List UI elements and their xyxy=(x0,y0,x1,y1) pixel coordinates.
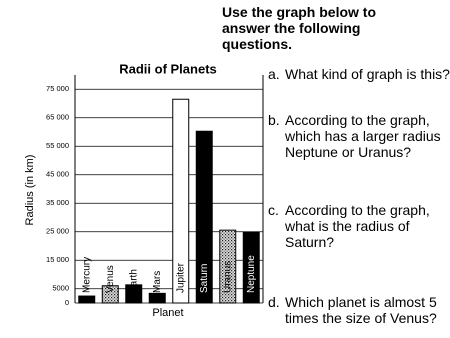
x-tick-label: Jupiter xyxy=(175,262,186,293)
y-tick-label: 15 000 xyxy=(46,255,69,264)
bar xyxy=(125,284,143,304)
x-tick-label: Neptune xyxy=(246,255,257,293)
bar xyxy=(148,292,166,304)
question-text: According to the graph, which has a larg… xyxy=(285,112,441,160)
x-axis-label: Planet xyxy=(152,307,183,319)
chart-title: Radii of Planets xyxy=(119,61,217,76)
y-tick-label: 5000 xyxy=(52,284,69,293)
x-tick-label: Uranus xyxy=(222,261,233,293)
y-tick-label: 65 000 xyxy=(46,113,69,122)
bar xyxy=(101,285,119,304)
question-letter: b. xyxy=(268,112,280,128)
question-letter: d. xyxy=(268,294,280,310)
question: c. According to the graph, what is the ra… xyxy=(268,202,450,250)
x-tick-label: Saturn xyxy=(199,264,210,293)
chart: Radii of Planets Planet Radius (in km) 0… xyxy=(24,61,264,319)
bar xyxy=(195,130,213,304)
question-letter: a. xyxy=(268,66,280,82)
y-tick-label: 75 000 xyxy=(46,84,69,93)
question-text: Which planet is almost 5 times the size … xyxy=(285,294,437,326)
question: a. What kind of graph is this? xyxy=(268,66,450,82)
y-tick-label: 0 xyxy=(65,298,69,307)
y-tick-label: 45 000 xyxy=(46,170,69,179)
instructions: Use the graph below to answer the follow… xyxy=(222,4,377,52)
bar xyxy=(78,295,96,304)
question-text: What kind of graph is this? xyxy=(285,66,450,82)
y-axis-label: Radius (in km) xyxy=(24,155,36,226)
y-tick-label: 35 000 xyxy=(46,198,69,207)
x-tick-label: Venus xyxy=(105,265,116,293)
y-tick-label: 25 000 xyxy=(46,227,69,236)
bar xyxy=(219,229,237,304)
x-tick-label: Mars xyxy=(152,271,163,293)
x-tick-label: Mercury xyxy=(81,257,92,293)
bar xyxy=(242,231,260,304)
y-tick-label: 55 000 xyxy=(46,141,69,150)
question-text: According to the graph, what is the radi… xyxy=(285,202,430,250)
bar xyxy=(172,98,190,304)
question: b. According to the graph, which has a la… xyxy=(268,112,450,160)
x-tick-label: Earth xyxy=(128,269,139,293)
question: d. Which planet is almost 5 times the siz… xyxy=(268,294,450,326)
question-letter: c. xyxy=(268,202,279,218)
